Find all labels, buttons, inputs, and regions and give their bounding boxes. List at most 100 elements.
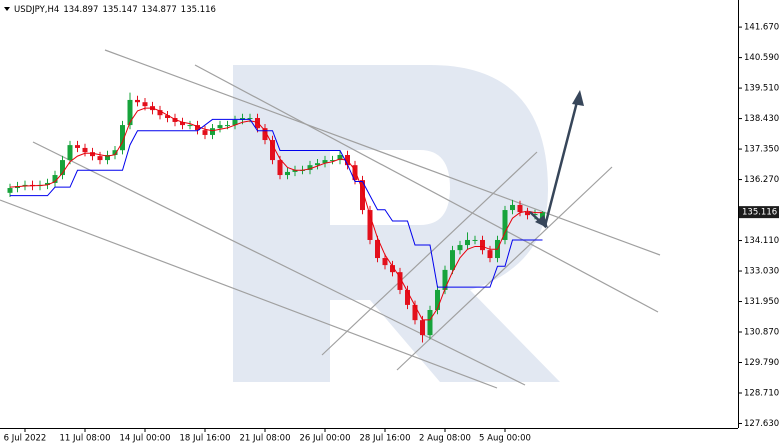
candle-body bbox=[532, 214, 538, 216]
forecast-arrow bbox=[529, 90, 584, 229]
candle-body bbox=[82, 147, 88, 153]
candle-body bbox=[157, 110, 163, 116]
candle-body bbox=[367, 210, 373, 240]
y-tick-label: 129.790 bbox=[744, 358, 779, 368]
x-tick-label: 26 Jul 00:00 bbox=[300, 434, 351, 444]
candle-body bbox=[262, 128, 268, 141]
y-tick-label: 127.630 bbox=[744, 419, 779, 429]
candle-body bbox=[285, 171, 290, 176]
candle-body bbox=[217, 125, 223, 129]
candle-body bbox=[397, 272, 403, 290]
candle-body bbox=[510, 204, 515, 211]
candle-body bbox=[225, 125, 230, 127]
candle-body bbox=[232, 119, 238, 126]
candle-body bbox=[382, 258, 388, 266]
candle-body bbox=[247, 118, 253, 120]
x-tick-label: 11 Jul 08:00 bbox=[60, 434, 111, 444]
close-value: 135.116 bbox=[181, 5, 216, 15]
candle-body bbox=[180, 121, 185, 126]
y-tick-label: 139.510 bbox=[744, 84, 779, 94]
candle-body bbox=[420, 320, 425, 336]
candle-body bbox=[315, 163, 320, 166]
candle-body bbox=[540, 212, 545, 219]
candle-body bbox=[352, 165, 358, 181]
y-tick-label: 133.030 bbox=[744, 267, 779, 277]
symbol: USDJPY,H4 bbox=[14, 5, 59, 15]
candle-body bbox=[127, 99, 133, 126]
candle-body bbox=[457, 245, 463, 251]
x-tick-label: 18 Jul 16:00 bbox=[180, 434, 231, 444]
candle-body bbox=[255, 118, 260, 129]
y-tick-label: 136.270 bbox=[744, 175, 779, 185]
open-value: 134.897 bbox=[63, 5, 98, 15]
axes: 141.670 140.590 139.510 138.430 137.350 136.2… bbox=[4, 23, 780, 444]
candle-body bbox=[22, 184, 28, 187]
candle-body bbox=[330, 160, 335, 162]
candle-body bbox=[60, 160, 65, 176]
watermark-logo bbox=[233, 65, 560, 382]
header-text: USDJPY,H4 134.897 135.147 134.877 135.116 bbox=[14, 5, 216, 15]
trend-line bbox=[0, 199, 498, 389]
candle-body bbox=[112, 150, 118, 155]
watermark bbox=[233, 65, 560, 382]
candle-body bbox=[412, 304, 418, 321]
candle-body bbox=[195, 125, 200, 131]
candle-body bbox=[7, 188, 13, 193]
trend-lines bbox=[0, 49, 661, 389]
channel-line bbox=[321, 151, 538, 356]
candle-body bbox=[90, 152, 95, 157]
price-tag: 135.116 bbox=[742, 208, 777, 218]
candle-body bbox=[270, 140, 275, 161]
candle-body bbox=[45, 182, 50, 185]
candle-body bbox=[442, 269, 448, 290]
y-tick-label: 130.870 bbox=[744, 328, 779, 338]
candle-body bbox=[165, 115, 170, 119]
candle-body bbox=[450, 250, 455, 270]
arrow-head bbox=[535, 215, 548, 228]
x-tick-label: 21 Jul 08:00 bbox=[240, 434, 291, 444]
x-tick-label: 6 Jul 2022 bbox=[4, 434, 47, 444]
candle-body bbox=[277, 160, 283, 176]
trend-line bbox=[32, 141, 526, 386]
y-tick-label: 128.710 bbox=[744, 388, 779, 398]
y-tick-label: 138.430 bbox=[744, 114, 779, 124]
candle-body bbox=[337, 154, 343, 161]
candle-body bbox=[172, 118, 178, 122]
header-triangle bbox=[4, 7, 10, 11]
candle-body bbox=[202, 130, 208, 135]
header: USDJPY,H4 134.897 135.147 134.877 135.116 bbox=[4, 5, 216, 15]
candle-body bbox=[210, 128, 215, 135]
trend-line bbox=[194, 64, 659, 313]
candle-body bbox=[487, 250, 493, 259]
candle-body bbox=[480, 239, 485, 251]
trend-line bbox=[104, 49, 661, 256]
candle-body bbox=[307, 165, 313, 170]
candle-body bbox=[472, 239, 478, 241]
candle-body bbox=[525, 212, 530, 216]
candle-body bbox=[405, 289, 410, 305]
candle-body bbox=[390, 265, 395, 273]
candle-body bbox=[292, 169, 298, 172]
candle-body bbox=[135, 99, 140, 103]
candle-body bbox=[427, 309, 433, 336]
x-tick-label: 28 Jul 16:00 bbox=[360, 434, 411, 444]
low-value: 134.877 bbox=[142, 5, 177, 15]
candle-body bbox=[67, 145, 73, 161]
candle-body bbox=[322, 160, 328, 164]
plot bbox=[7, 92, 545, 343]
y-tick-label: 140.590 bbox=[744, 53, 779, 63]
x-tick-label: 5 Aug 00:00 bbox=[479, 434, 531, 444]
candle-body bbox=[502, 210, 508, 240]
y-tick-label: 137.350 bbox=[744, 145, 779, 155]
candle-body bbox=[52, 175, 58, 183]
candle-body bbox=[120, 125, 125, 151]
y-tick-label: 131.950 bbox=[744, 297, 779, 307]
candle-body bbox=[435, 289, 440, 310]
candle-body bbox=[142, 102, 148, 107]
arrow-head bbox=[572, 90, 584, 106]
y-tick-label: 141.670 bbox=[744, 23, 779, 33]
x-tick-label: 2 Aug 08:00 bbox=[419, 434, 471, 444]
candle-body bbox=[187, 125, 193, 127]
candle-body bbox=[360, 180, 365, 211]
